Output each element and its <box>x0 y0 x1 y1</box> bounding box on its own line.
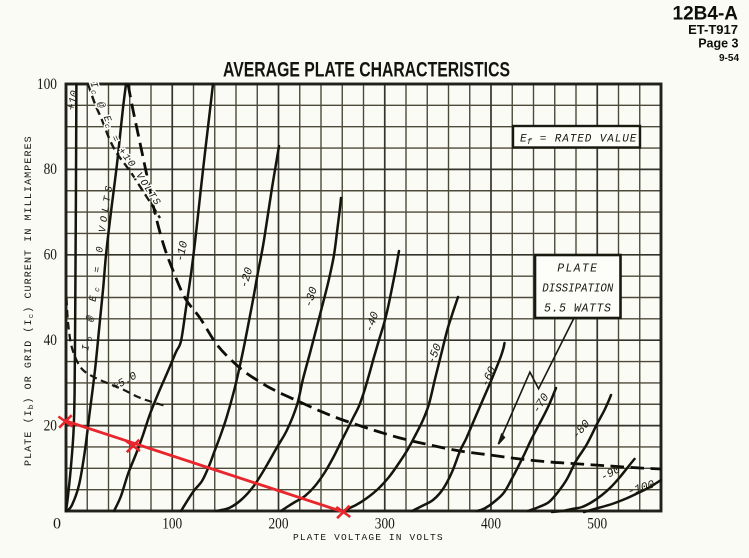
svg-text:DISSIPATION: DISSIPATION <box>542 283 613 296</box>
svg-text:5.5 WATTS: 5.5 WATTS <box>544 303 612 316</box>
svg-text:PLATE (Ib) OR GRID (Ic) CURREN: PLATE (Ib) OR GRID (Ic) CURRENT IN MILLI… <box>23 135 36 466</box>
svg-text:12B4-A: 12B4-A <box>673 3 739 24</box>
svg-text:9-54: 9-54 <box>719 53 739 64</box>
svg-text:+10: +10 <box>66 89 82 111</box>
svg-text:-30: -30 <box>302 285 321 309</box>
svg-text:100: 100 <box>162 516 182 533</box>
svg-text:Page 3: Page 3 <box>698 37 738 51</box>
svg-text:20: 20 <box>44 417 57 434</box>
svg-text:-20: -20 <box>238 266 256 290</box>
svg-text:300: 300 <box>375 516 395 533</box>
svg-text:500: 500 <box>587 516 607 533</box>
svg-text:PLATE VOLTAGE IN VOLTS: PLATE VOLTAGE IN VOLTS <box>293 532 444 543</box>
svg-text:100: 100 <box>37 76 57 93</box>
svg-text:ET-T917: ET-T917 <box>688 22 738 37</box>
svg-text:Ef = RATED VALUE: Ef = RATED VALUE <box>520 134 637 148</box>
svg-text:400: 400 <box>481 516 501 533</box>
svg-text:PLATE: PLATE <box>557 263 598 276</box>
svg-text:40: 40 <box>44 332 57 349</box>
svg-text:200: 200 <box>269 516 289 533</box>
svg-text:-10: -10 <box>174 240 191 263</box>
svg-text:80: 80 <box>44 161 57 178</box>
svg-text:60: 60 <box>44 247 57 264</box>
svg-text:AVERAGE PLATE CHARACTERISTICS: AVERAGE PLATE CHARACTERISTICS <box>223 59 510 82</box>
svg-text:0: 0 <box>53 516 61 533</box>
